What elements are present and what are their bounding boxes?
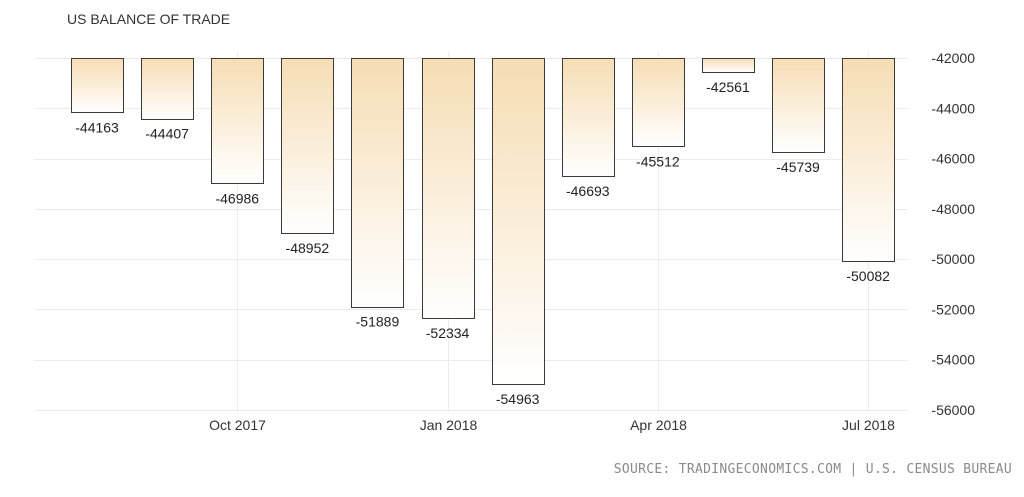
x-tick-label: Apr 2018 — [630, 417, 687, 433]
bar-value-label: -44163 — [75, 119, 119, 135]
bar — [351, 58, 404, 308]
bar-value-label: -45512 — [636, 153, 680, 169]
bar-value-label: -48952 — [286, 240, 330, 256]
bar — [632, 58, 685, 147]
y-tick-label: -48000 — [931, 201, 975, 217]
y-tick-label: -56000 — [931, 402, 975, 418]
x-tick-label: Jan 2018 — [420, 417, 478, 433]
y-axis-ticks: -42000 -44000 -46000 -48000 -50000 -52000 -540… — [931, 50, 975, 418]
bar — [842, 58, 895, 262]
bar-value-label: -51889 — [356, 314, 400, 330]
y-tick-label: -52000 — [931, 301, 975, 317]
bar — [492, 58, 545, 385]
bar-value-label: -45739 — [776, 159, 820, 175]
bar — [562, 58, 615, 177]
bar-value-label: -44407 — [145, 126, 189, 142]
bar-value-label: -42561 — [706, 79, 750, 95]
x-tick-label: Jul 2018 — [842, 417, 895, 433]
y-tick-label: -42000 — [931, 50, 975, 66]
y-tick-label: -50000 — [931, 251, 975, 267]
y-tick-label: -44000 — [931, 100, 975, 116]
x-axis-ticks: Oct 2017 Jan 2018 Apr 2018 Jul 2018 — [209, 417, 895, 433]
bar-value-label: -46693 — [566, 183, 610, 199]
bars — [71, 58, 895, 385]
bar — [71, 58, 124, 113]
chart-title: US BALANCE OF TRADE — [67, 11, 230, 27]
bar-value-label: -46986 — [215, 190, 259, 206]
bar — [281, 58, 334, 234]
bar — [702, 58, 755, 73]
y-tick-label: -46000 — [931, 151, 975, 167]
bar-value-label: -54963 — [496, 391, 540, 407]
x-tick-label: Oct 2017 — [209, 417, 266, 433]
bar — [141, 58, 194, 120]
y-tick-label: -54000 — [931, 352, 975, 368]
bar — [422, 58, 475, 319]
bar — [772, 58, 825, 153]
data-labels: -44163 -44407 -46986 -48952 -51889 -52334 -549… — [75, 79, 890, 407]
bar-value-label: -52334 — [426, 325, 470, 341]
bar-value-label: -50082 — [846, 268, 890, 284]
source-note: SOURCE: TRADINGECONOMICS.COM | U.S. CENS… — [614, 462, 1012, 477]
bar — [211, 58, 264, 184]
